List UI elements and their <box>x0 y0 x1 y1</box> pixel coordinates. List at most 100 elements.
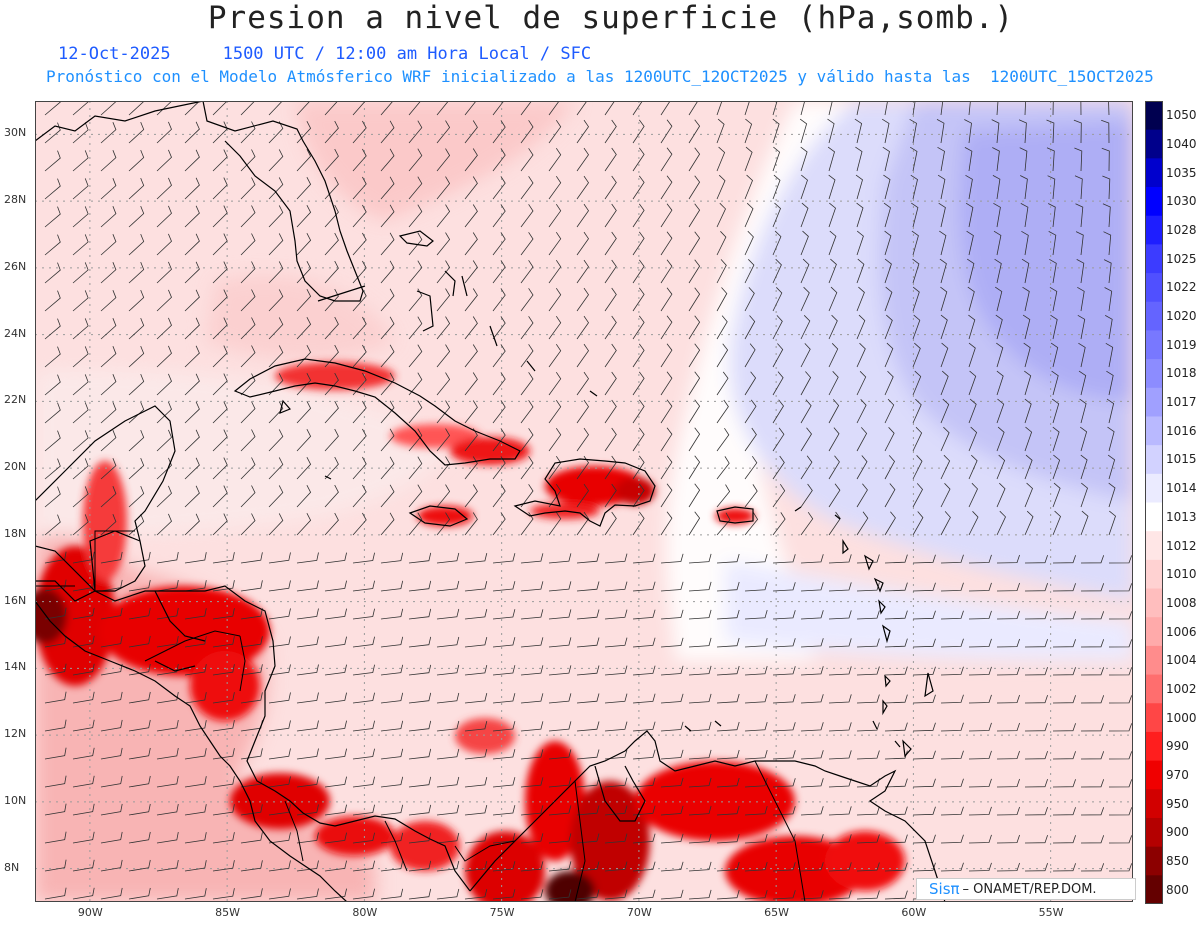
wind-barb <box>240 289 256 312</box>
wind-barb <box>296 664 319 676</box>
wind-barb <box>268 233 284 256</box>
wind-barb <box>716 553 740 564</box>
wind-barb <box>856 862 880 872</box>
wind-barb <box>772 834 796 844</box>
wind-barb <box>380 372 395 396</box>
wind-barb <box>856 427 868 452</box>
wind-barb <box>268 345 284 368</box>
wind-barb <box>492 372 506 396</box>
wind-barb <box>1052 510 1061 536</box>
wind-barb <box>72 318 89 340</box>
wind-barb <box>100 775 123 788</box>
wind-barb <box>548 511 562 536</box>
wind-barb <box>44 458 61 480</box>
wind-barb <box>100 551 123 564</box>
wind-barb <box>380 692 404 704</box>
colorbar-label: 1022 <box>1166 280 1197 295</box>
wind-barb <box>996 806 1020 816</box>
wind-barb <box>856 554 880 564</box>
wind-barb <box>156 804 179 816</box>
wind-barb <box>380 176 395 200</box>
wind-barb <box>436 456 451 480</box>
pressure-map[interactable] <box>35 101 1133 902</box>
wind-barb <box>688 511 701 536</box>
wind-barb <box>1052 723 1076 732</box>
wind-barb <box>1046 119 1055 144</box>
wind-barb <box>520 805 544 816</box>
colorbar-swatch <box>1145 101 1163 131</box>
wind-barb <box>688 637 712 648</box>
wind-barb <box>965 174 973 200</box>
wind-barb <box>548 427 562 452</box>
wind-barb <box>1024 806 1048 816</box>
wind-barb <box>940 778 964 788</box>
wind-barb <box>1052 611 1076 620</box>
wind-barb <box>912 483 923 508</box>
wind-barb <box>268 888 291 900</box>
wind-barb <box>660 427 673 452</box>
wind-barb <box>856 258 865 284</box>
wind-barb <box>520 176 534 200</box>
wind-barb <box>380 484 395 508</box>
wind-barb <box>993 230 1002 256</box>
wind-barb <box>44 486 61 508</box>
wind-barb <box>240 860 263 872</box>
wind-barb <box>856 314 866 340</box>
wind-barb <box>324 580 347 592</box>
wind-barb <box>688 693 712 704</box>
wind-barb <box>716 777 740 788</box>
wind-barb <box>660 861 684 872</box>
wind-barb <box>828 174 836 200</box>
wind-barb <box>828 286 838 312</box>
wind-barb <box>436 860 460 872</box>
wind-barb <box>296 345 312 368</box>
wind-barb <box>156 860 179 872</box>
wind-barb <box>380 148 395 172</box>
wind-barb <box>996 750 1020 760</box>
wind-barb <box>156 608 179 620</box>
wind-barb <box>968 482 978 508</box>
wind-barb <box>576 609 600 620</box>
wind-barb <box>1107 454 1116 480</box>
wind-barb <box>156 776 179 788</box>
colorbar-swatch <box>1145 502 1163 532</box>
wind-barb <box>408 232 423 256</box>
colorbar-swatch <box>1145 875 1163 904</box>
wind-barb <box>1075 231 1084 256</box>
wind-barb <box>408 344 423 368</box>
wind-barb <box>268 149 284 172</box>
wind-barb <box>520 148 534 172</box>
wind-barb <box>604 609 628 620</box>
wind-barb <box>1024 666 1048 676</box>
wind-barb <box>1108 751 1133 760</box>
wind-barb <box>660 455 673 480</box>
wind-barb <box>912 511 924 536</box>
wind-barb <box>800 146 808 172</box>
wind-barb <box>296 608 319 620</box>
wind-barb <box>884 286 893 312</box>
wind-barb <box>380 664 404 676</box>
wind-barb <box>912 582 936 592</box>
wind-barb <box>464 861 488 872</box>
wind-barb <box>856 101 861 116</box>
wind-barb <box>380 804 404 816</box>
wind-barb <box>604 231 617 256</box>
colorbar-swatch <box>1145 645 1163 676</box>
wind-barb <box>324 720 347 732</box>
wind-barb <box>296 373 312 396</box>
wind-barb <box>324 456 339 480</box>
wind-barb <box>128 831 151 844</box>
wind-barb <box>464 101 477 116</box>
wind-barb <box>156 552 179 564</box>
wind-barb <box>212 664 235 676</box>
wind-barb <box>1080 639 1105 648</box>
wind-barb <box>632 427 645 452</box>
wind-barb <box>744 833 768 844</box>
wind-barb <box>380 832 404 844</box>
wind-barb <box>184 149 200 172</box>
wind-barb <box>1024 398 1032 424</box>
wind-barb <box>632 203 645 228</box>
wind-barb <box>576 553 600 564</box>
wind-barb <box>44 831 67 844</box>
wind-barb <box>128 691 151 704</box>
